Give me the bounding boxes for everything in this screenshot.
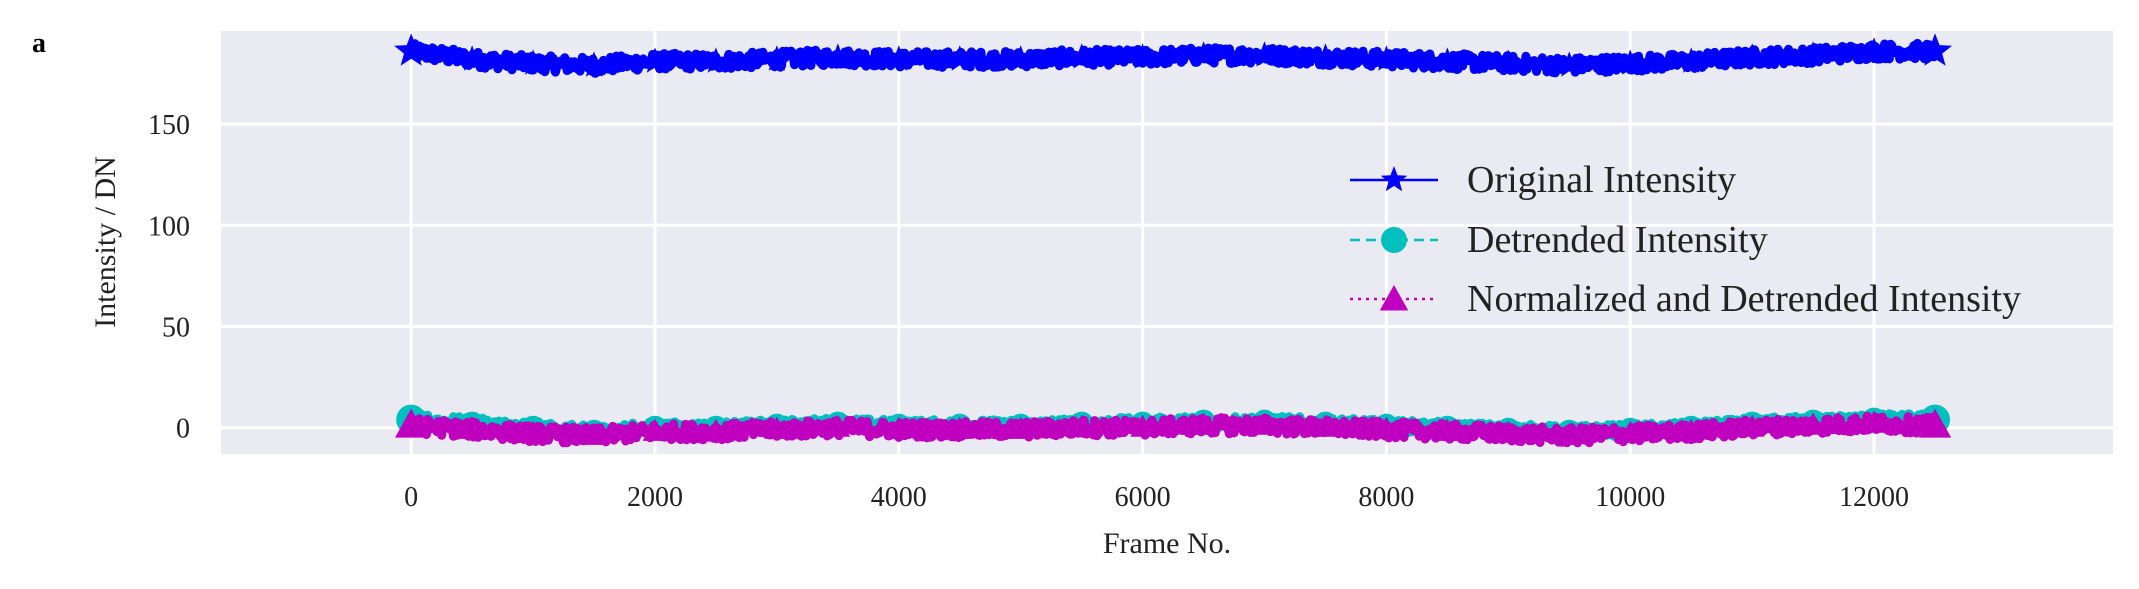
series-2 (395, 408, 1952, 448)
x-tick-label: 12000 (1839, 482, 1909, 513)
y-tick-label: 0 (176, 414, 190, 445)
legend-entry: Normalized and Detrended Intensity (1350, 278, 2021, 320)
x-tick-label: 6000 (1115, 482, 1171, 513)
x-tick-label: 0 (404, 482, 418, 513)
legend-label: Normalized and Detrended Intensity (1467, 278, 2021, 320)
legend: Original Intensity Detrended Intensity Nor… (1350, 159, 2021, 320)
x-axis-tick-labels: 0 2000 4000 6000 8000 10000 12000 (404, 482, 1909, 513)
data-point-marker (580, 51, 608, 77)
data-point-marker (459, 416, 485, 439)
panel-label: a (32, 28, 46, 59)
data-point-marker (1190, 41, 1217, 67)
endpoint-marker (395, 408, 428, 438)
x-axis-label: Frame No. (1103, 527, 1231, 560)
data-point-marker (458, 45, 486, 71)
data-point-marker (1313, 414, 1338, 437)
data-point-marker (1860, 37, 1888, 63)
y-axis-label: Intensity / DN (89, 156, 122, 328)
plot-area (221, 31, 2113, 454)
data-point-marker (1678, 418, 1704, 441)
data-point-marker (1068, 43, 1095, 69)
data-point-marker (1800, 412, 1826, 435)
data-point-marker (1616, 49, 1644, 75)
data-point-marker (886, 416, 912, 439)
data-point-marker (1556, 51, 1583, 77)
data-point-marker (825, 414, 851, 437)
series-layer (394, 33, 1953, 448)
data-point-marker (1191, 412, 1216, 435)
data-point-marker (1373, 45, 1400, 71)
data-point-marker (1008, 416, 1034, 439)
data-point-marker (581, 422, 607, 445)
data-point-marker (1129, 43, 1156, 69)
data-point-marker (703, 418, 729, 441)
y-tick-label: 150 (148, 110, 190, 141)
y-tick-label: 50 (162, 312, 190, 343)
data-point-marker (1251, 41, 1278, 67)
x-tick-label: 2000 (627, 482, 683, 513)
y-tick-label: 100 (148, 211, 190, 242)
data-point-marker (1007, 45, 1034, 71)
x-tick-label: 10000 (1595, 482, 1665, 513)
data-point-marker (702, 47, 730, 73)
data-point-marker (1495, 420, 1521, 443)
data-point-marker (1738, 43, 1766, 69)
x-tick-label: 4000 (871, 482, 927, 513)
data-point-marker (1252, 412, 1277, 435)
legend-entry: Detrended Intensity (1350, 219, 1768, 261)
legend-marker (1380, 166, 1408, 192)
data-point-marker (641, 47, 669, 73)
y-axis-tick-labels: 0 50 100 150 (148, 110, 190, 445)
data-point-marker (1130, 414, 1155, 437)
data-point-marker (946, 45, 974, 71)
data-point-marker (520, 420, 546, 443)
legend-marker (1381, 227, 1407, 253)
data-point-marker (1312, 43, 1339, 69)
data-point-marker (1556, 422, 1582, 445)
series-band (407, 411, 1939, 448)
legend-entry: Original Intensity (1350, 159, 1736, 201)
data-point-marker (1617, 420, 1643, 443)
endpoint-marker (1917, 33, 1953, 66)
data-point-marker (947, 416, 973, 439)
legend-marker (1379, 285, 1409, 311)
data-point-marker (1677, 47, 1705, 73)
data-point-marker (642, 418, 668, 441)
data-point-marker (1799, 41, 1827, 67)
data-point-marker (764, 416, 790, 439)
data-point-marker (1069, 414, 1095, 437)
data-point-marker (1434, 47, 1461, 73)
legend-label: Detrended Intensity (1467, 219, 1768, 261)
data-point-marker (1861, 410, 1887, 433)
x-tick-label: 8000 (1358, 482, 1414, 513)
data-point-marker (519, 49, 547, 75)
data-point-marker (824, 43, 852, 69)
legend-label: Original Intensity (1467, 159, 1736, 201)
data-point-marker (1435, 418, 1460, 441)
data-point-marker (1374, 416, 1399, 439)
data-point-marker (1739, 414, 1765, 437)
endpoint-marker (1918, 408, 1952, 438)
data-point-marker (885, 45, 913, 71)
endpoint-marker (394, 33, 429, 66)
data-point-marker (1495, 49, 1522, 75)
data-point-marker (763, 45, 791, 71)
series-0 (394, 33, 1953, 78)
